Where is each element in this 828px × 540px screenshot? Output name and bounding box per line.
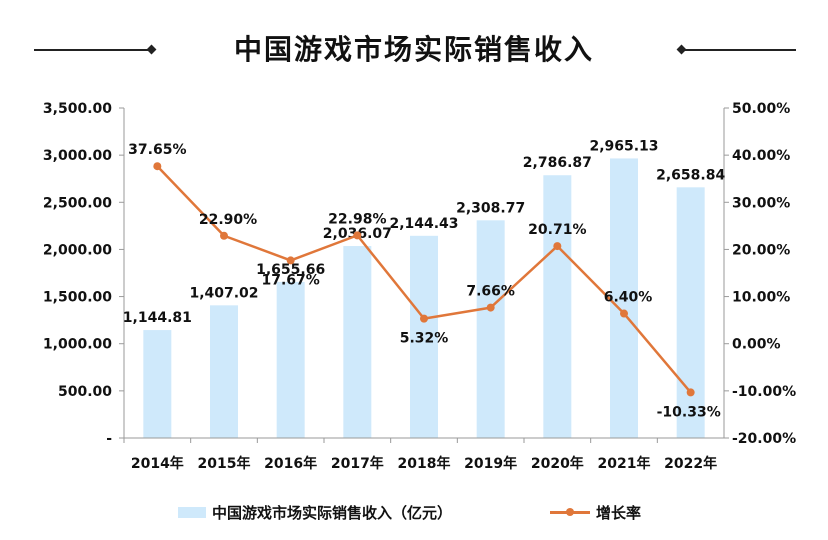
- right-axis-tick-label: -10.00%: [732, 384, 796, 400]
- bar-data-labels: 1,144.811,407.021,655.662,036.072,144.43…: [123, 138, 726, 326]
- growth-rate-label: 20.71%: [528, 222, 586, 238]
- legend-item-growth: 增长率: [550, 502, 641, 523]
- growth-rate-label: 6.40%: [604, 290, 653, 306]
- bar: [143, 330, 172, 438]
- x-axis-tick-label: 2019年: [464, 455, 517, 472]
- growth-rate-point: [420, 314, 428, 323]
- chart-title: 中国游戏市场实际销售收入: [233, 33, 594, 66]
- left-axis-tick-label: 3,500.00: [43, 101, 112, 117]
- bar: [676, 187, 705, 438]
- legend-line-swatch: [550, 508, 590, 516]
- legend-revenue-label: 中国游戏市场实际销售收入（亿元）: [212, 504, 453, 522]
- bar-series: [143, 158, 705, 438]
- bar: [276, 281, 305, 438]
- growth-rate-label: 37.65%: [128, 142, 186, 158]
- right-axis-tick-label: -20.00%: [732, 431, 796, 447]
- right-axis-tick-label: 40.00%: [732, 148, 790, 164]
- bar-value-label: 1,144.81: [123, 310, 192, 326]
- x-axis-tick-label: 2017年: [331, 455, 384, 472]
- bar: [210, 305, 238, 438]
- growth-rate-point: [620, 309, 628, 318]
- left-axis-tick-label: 2,500.00: [43, 195, 112, 211]
- x-axis-tick-label: 2014年: [131, 455, 184, 472]
- growth-rate-label: 5.32%: [400, 331, 449, 347]
- x-axis-tick-label: 2015年: [198, 455, 251, 472]
- bar: [543, 175, 572, 438]
- growth-rate-label: -10.33%: [657, 404, 721, 420]
- left-axis-tick-label: 1,000.00: [43, 337, 112, 353]
- x-axis-tick-label: 2021年: [598, 455, 651, 472]
- bar-value-label: 2,658.84: [656, 167, 725, 183]
- bar: [610, 158, 638, 438]
- line-series: [153, 162, 695, 397]
- left-axis-tick-label: 2,000.00: [43, 242, 112, 258]
- bar-value-label: 2,308.77: [456, 200, 525, 216]
- right-axis-tick-label: 30.00%: [732, 195, 790, 211]
- growth-rate-point: [153, 162, 162, 171]
- left-axis-tick-label: -: [106, 431, 112, 447]
- growth-rate-point: [220, 231, 228, 240]
- right-axis-tick-label: 10.00%: [732, 290, 790, 306]
- right-axis-tick-label: 0.00%: [732, 337, 781, 353]
- left-axis-tick-label: 3,000.00: [43, 148, 112, 164]
- growth-rate-point: [686, 388, 695, 397]
- left-axis-tick-label: 1,500.00: [43, 290, 112, 306]
- x-axis-tick-label: 2020年: [531, 455, 584, 472]
- x-axis-tick-label: 2016年: [264, 455, 317, 472]
- growth-rate-point: [286, 256, 295, 265]
- bar-value-label: 2,965.13: [589, 138, 658, 154]
- legend-growth-label: 增长率: [596, 504, 642, 522]
- growth-rate-label: 17.67%: [262, 272, 320, 288]
- growth-rate-point: [553, 242, 562, 251]
- bar: [410, 235, 438, 438]
- legend: 中国游戏市场实际销售收入（亿元） 增长率: [0, 498, 828, 534]
- legend-item-revenue: 中国游戏市场实际销售收入（亿元）: [178, 502, 452, 523]
- right-axis-tick-label: 50.00%: [732, 101, 790, 117]
- x-axis: 2014年 2015年 2016年 2017年 2018年 2019年 2020年 2021年…: [123, 437, 724, 472]
- bar: [476, 220, 505, 438]
- growth-rate-label: 7.66%: [466, 284, 515, 300]
- right-axis-tick-label: 20.00%: [732, 242, 790, 258]
- bar-value-label: 2,144.43: [389, 216, 458, 232]
- title-right-line: [684, 49, 796, 51]
- title-left-line: [34, 49, 152, 51]
- growth-rate-point: [353, 231, 362, 240]
- growth-rate-label: 22.90%: [199, 212, 257, 228]
- left-axis: - 500.00 1,000.00 1,500.00 2,000.00 2,500.00 3…: [43, 101, 125, 447]
- bar: [343, 246, 372, 438]
- bar-value-label: 2,786.87: [523, 155, 592, 171]
- right-axis: -20.00% -10.00% 0.00% 10.00% 20.00% 30.00% 40.…: [723, 101, 796, 447]
- bar-value-label: 1,407.02: [189, 285, 258, 301]
- left-axis-tick-label: 500.00: [58, 384, 112, 400]
- x-axis-tick-label: 2022年: [664, 455, 717, 472]
- x-axis-tick-label: 2018年: [398, 455, 451, 472]
- growth-rate-label: 22.98%: [328, 211, 386, 227]
- line-data-labels: 37.65% 22.90% 17.67% 22.98% 5.32% 7.66% 20.71%…: [128, 142, 721, 420]
- bar-value-label: 1,655.66: [256, 262, 325, 278]
- growth-rate-point: [486, 303, 495, 312]
- legend-bar-swatch: [178, 507, 206, 518]
